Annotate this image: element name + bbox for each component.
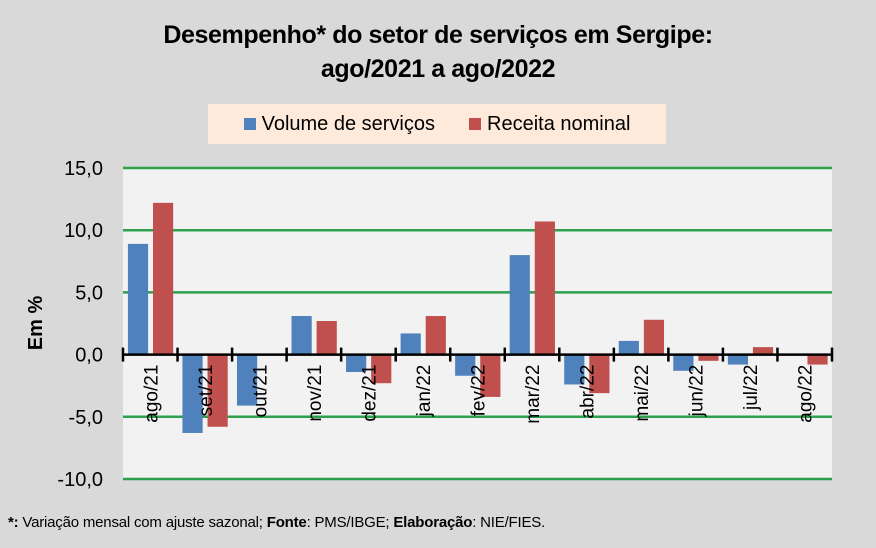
footnote-source-label: Fonte	[266, 514, 307, 531]
y-tick-label: -5,0	[69, 407, 103, 429]
bar-receita	[425, 316, 446, 355]
x-axis-ticks: ago/21 set/21 out/21 nov/21 dez/21 jan/22 fev/…	[141, 365, 816, 424]
bar-receita	[152, 202, 174, 355]
footnote-star-text: Variação mensal com ajuste sazonal;	[18, 514, 267, 531]
x-tick-label: mar/22	[523, 365, 544, 424]
legend-item-volume: Volume de serviços	[243, 112, 435, 136]
bar-volume	[127, 243, 149, 355]
legend-swatch-receita	[469, 118, 481, 130]
x-tick-label: ago/22	[796, 365, 817, 423]
chart-title: Desempenho* do setor de serviços em Serg…	[0, 18, 876, 86]
x-tick-label: abr/22	[578, 365, 599, 419]
x-tick-label: jul/22	[741, 365, 762, 411]
bar-receita	[371, 354, 392, 384]
bar-receita	[643, 319, 665, 355]
chart-title-line1: Desempenho* do setor de serviços em Serg…	[163, 21, 713, 49]
footnote: *: Variação mensal com ajuste sazonal; F…	[8, 514, 545, 531]
bar-volume	[509, 255, 530, 355]
gridlines	[123, 166, 832, 481]
x-tick-label: set/21	[196, 365, 217, 417]
chart-subtitle: ago/2021 a ago/2022	[320, 55, 556, 83]
bar-volume	[727, 354, 749, 365]
bar-volume	[618, 340, 639, 355]
footnote-star-label: *:	[8, 514, 19, 531]
bar-volume	[400, 333, 421, 355]
legend: Volume de serviços Receita nominal	[208, 104, 666, 144]
x-tick-label: nov/21	[305, 365, 326, 422]
bar-receita	[698, 354, 719, 361]
x-tick-label: jun/22	[687, 365, 708, 418]
x-tick-label: ago/21	[141, 365, 162, 423]
x-axis	[121, 347, 834, 362]
bar-volume	[564, 354, 585, 385]
y-axis-label: Em %	[25, 296, 47, 351]
bar-receita	[752, 347, 774, 355]
x-tick-label: dez/21	[359, 365, 380, 422]
footnote-elab-text: : NIE/FIES.	[472, 514, 546, 531]
bar-receita	[480, 354, 501, 397]
y-tick-label: 0,0	[75, 345, 103, 367]
bar-volume	[236, 354, 258, 406]
legend-label-receita: Receita nominal	[487, 112, 631, 135]
bar-volume	[291, 316, 312, 355]
bar-receita	[589, 354, 610, 394]
legend-swatch-volume	[243, 118, 256, 130]
legend-label-volume: Volume de serviços	[261, 112, 435, 135]
x-tick-label: mai/22	[632, 365, 653, 422]
x-tick-label: out/21	[250, 365, 271, 418]
bars	[127, 202, 828, 433]
y-tick-label: 10,0	[64, 220, 103, 242]
bar-receita	[316, 321, 337, 355]
y-tick-label: 15,0	[64, 158, 103, 180]
bar-volume	[455, 354, 476, 376]
x-tick-label: fev/22	[469, 365, 490, 417]
footnote-elab-label: Elaboração	[393, 514, 473, 531]
x-tick-label: jan/22	[414, 365, 435, 418]
bar-receita	[207, 354, 228, 427]
y-tick-label: -10,0	[57, 469, 103, 491]
bar-volume	[673, 354, 694, 371]
y-tick-label: 5,0	[75, 282, 103, 304]
legend-item-receita: Receita nominal	[469, 113, 630, 136]
bar-receita	[807, 354, 828, 365]
bar-volume	[346, 354, 367, 373]
y-axis-ticks: 15,0 10,0 5,0 0,0 -5,0 -10,0	[57, 158, 103, 491]
bar-volume	[182, 354, 203, 433]
footnote-source-text: : PMS/IBGE;	[306, 514, 394, 531]
plot-area	[123, 168, 832, 479]
bar-receita	[534, 221, 555, 355]
